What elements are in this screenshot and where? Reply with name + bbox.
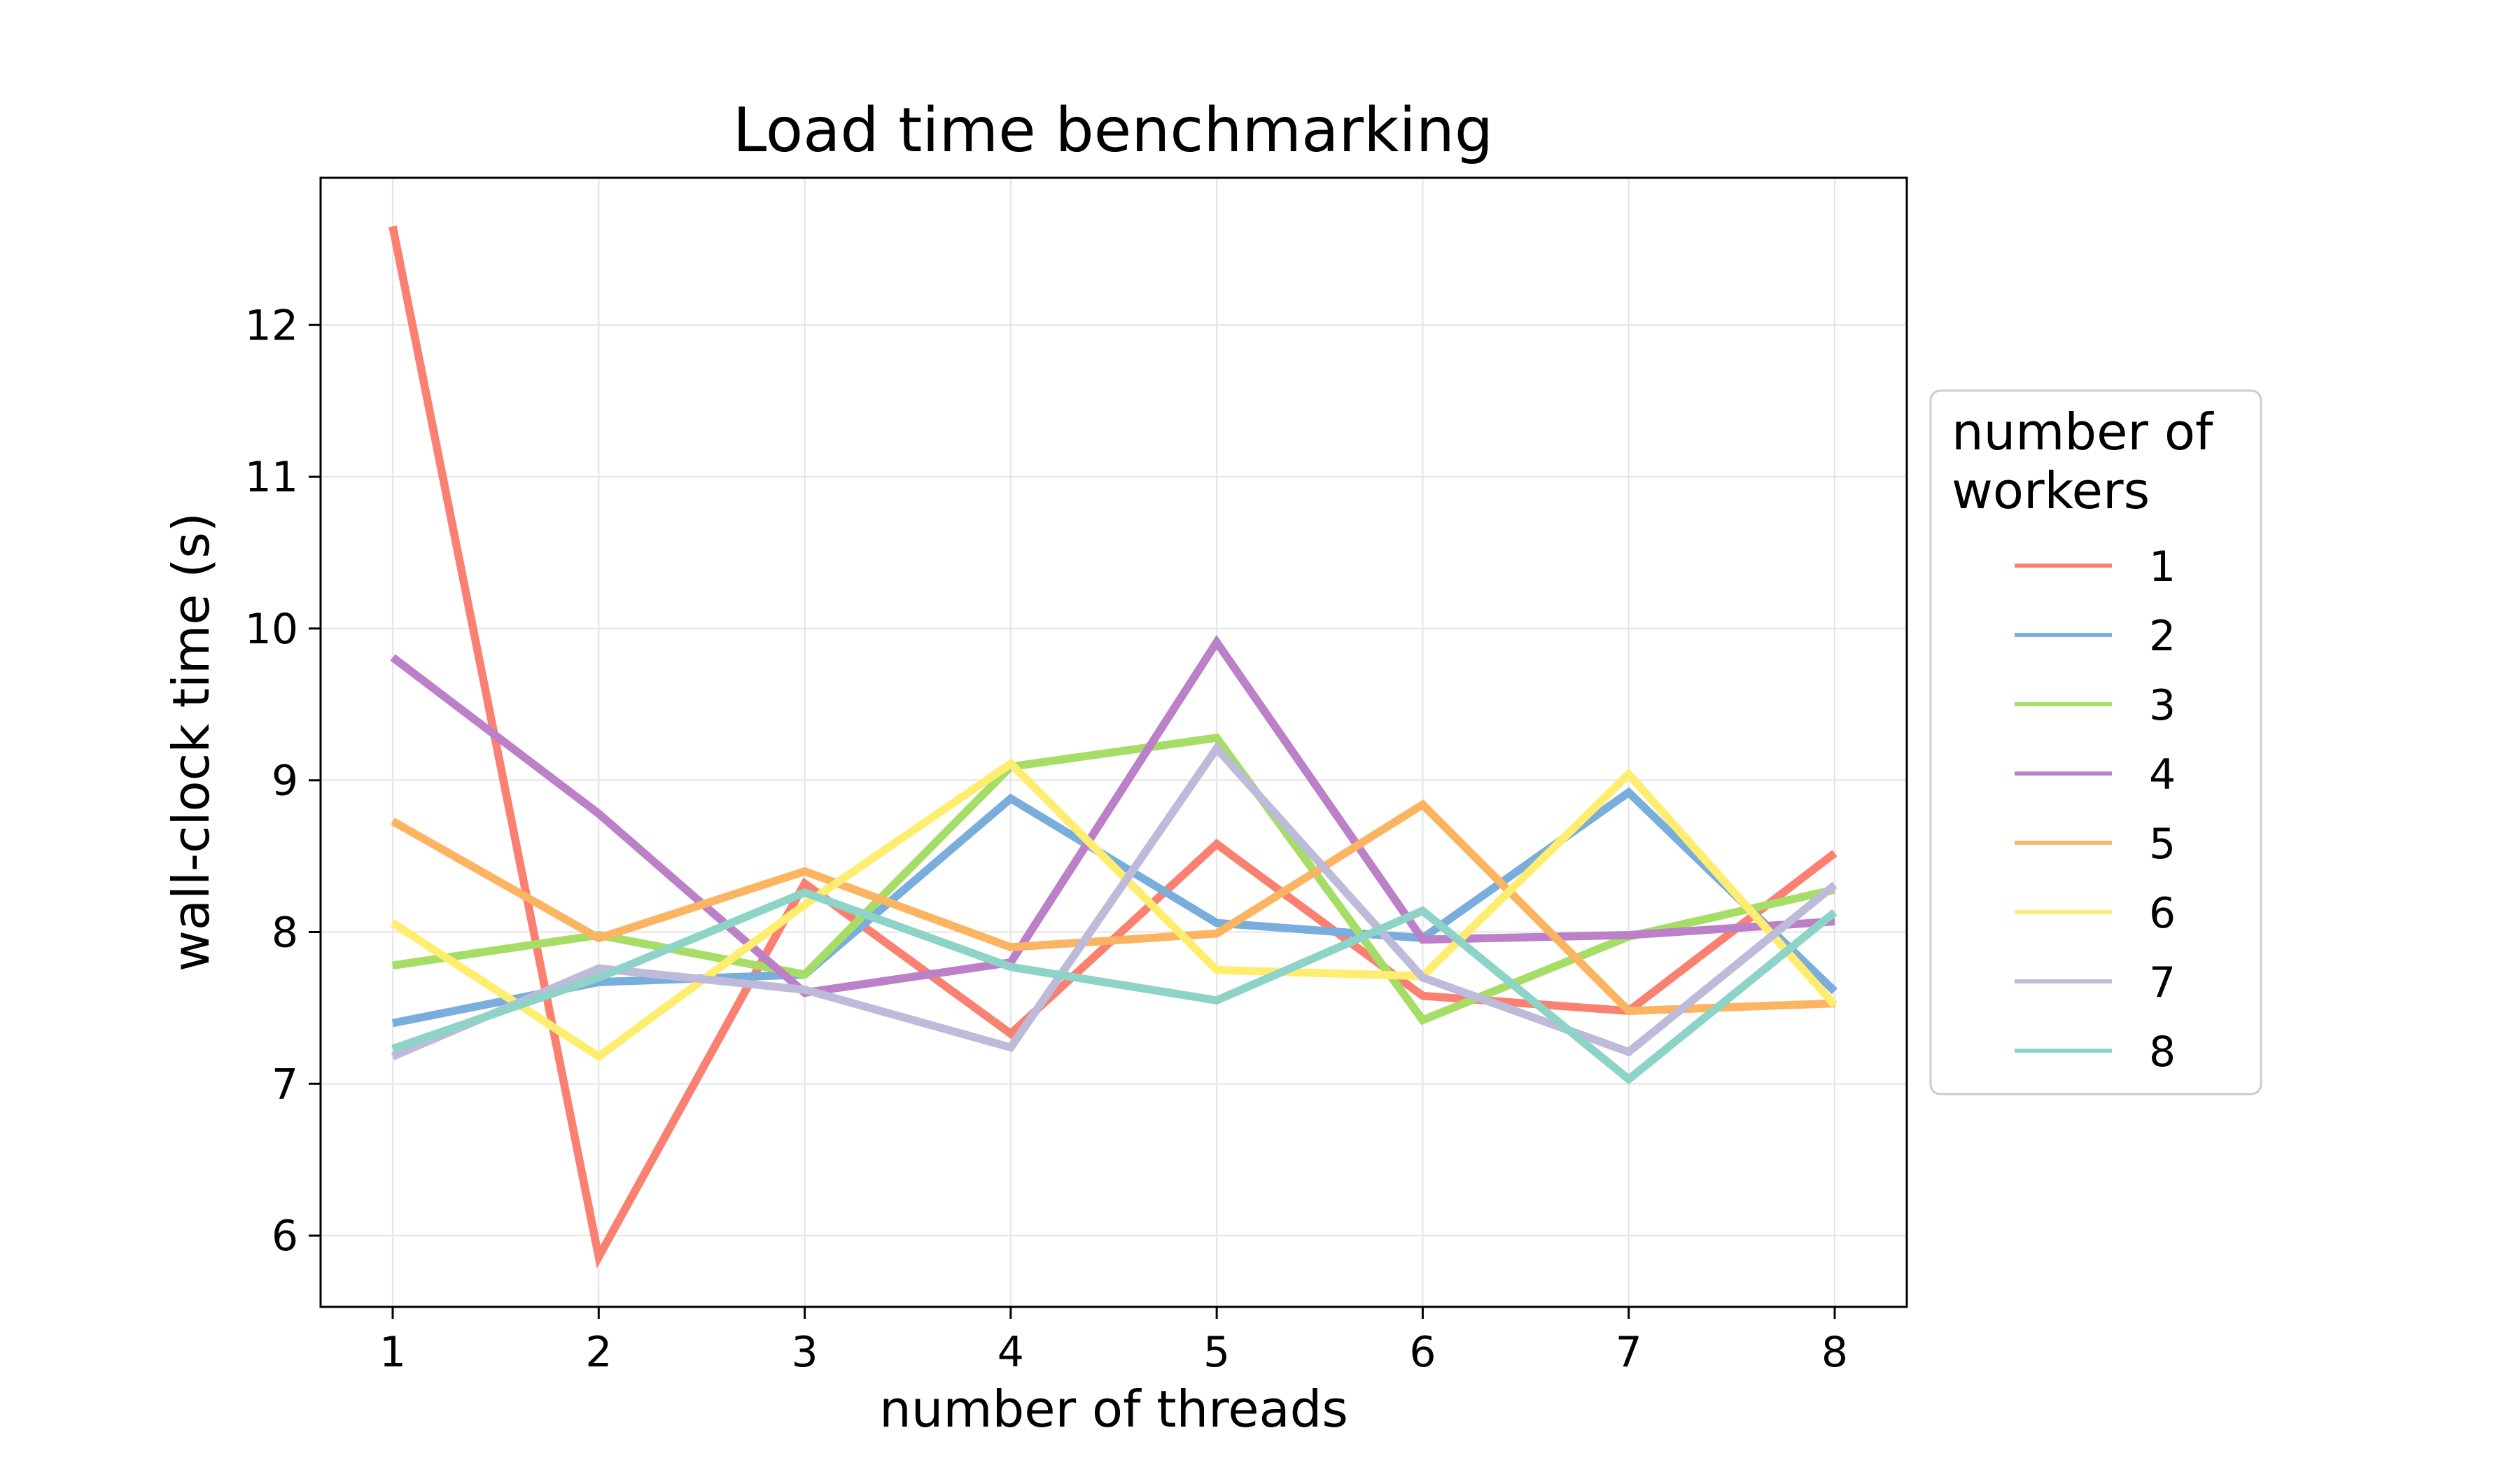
series-line-workers-4	[390, 634, 1835, 997]
legend-label-workers-6: 6	[2149, 889, 2176, 938]
x-tick-label: 1	[379, 1328, 406, 1377]
x-axis: 1 2 3 4 5 6 7 8	[379, 1307, 1848, 1377]
x-tick-label: 7	[1616, 1328, 1642, 1377]
y-tick-label: 12	[245, 301, 298, 350]
x-tick-label: 8	[1821, 1328, 1848, 1377]
legend-title-line-2: workers	[1952, 461, 2150, 520]
y-axis: 6 7 8 9 10 11 12	[245, 301, 321, 1261]
series-line-workers-6	[390, 758, 1838, 1062]
x-tick-label: 5	[1203, 1328, 1230, 1377]
x-axis-label: number of threads	[879, 1380, 1348, 1438]
series-lines	[388, 225, 1838, 1269]
series-line-workers-8	[391, 888, 1837, 1085]
y-tick-label: 8	[272, 909, 298, 958]
x-tick-label: 4	[997, 1328, 1024, 1377]
legend-box	[1929, 389, 2262, 1096]
legend-label-workers-5: 5	[2149, 820, 2176, 869]
x-tick-label: 3	[791, 1328, 818, 1377]
series-line-workers-7	[391, 741, 1837, 1060]
legend-entries: 1 2 3 4 5 6 7 8	[2015, 542, 2176, 1077]
y-tick-label: 11	[245, 453, 298, 502]
legend-label-workers-1: 1	[2149, 542, 2176, 592]
series-line-workers-2	[391, 787, 1838, 1028]
series-line-workers-3	[392, 733, 1836, 1026]
legend-label-workers-3: 3	[2149, 681, 2176, 730]
y-tick-label: 7	[272, 1060, 298, 1109]
chart-title: Load time benchmarking	[733, 94, 1493, 166]
legend-title-line-1: number of	[1952, 402, 2214, 461]
legend: number of workers 1 2 3 4 5 6 7 8	[1929, 389, 2262, 1096]
legend-label-workers-7: 7	[2149, 958, 2176, 1007]
y-tick-label: 6	[272, 1212, 298, 1261]
y-tick-label: 9	[272, 757, 298, 806]
x-tick-label: 6	[1409, 1328, 1436, 1377]
plot-frame	[319, 176, 1908, 1308]
y-tick-label: 10	[245, 605, 298, 654]
legend-label-workers-2: 2	[2149, 612, 2176, 661]
x-tick-label: 2	[585, 1328, 612, 1377]
series-line-workers-5	[391, 799, 1835, 1016]
legend-label-workers-8: 8	[2149, 1028, 2176, 1077]
y-axis-label: wall-clock time (s)	[162, 512, 220, 972]
legend-label-workers-4: 4	[2149, 750, 2176, 799]
